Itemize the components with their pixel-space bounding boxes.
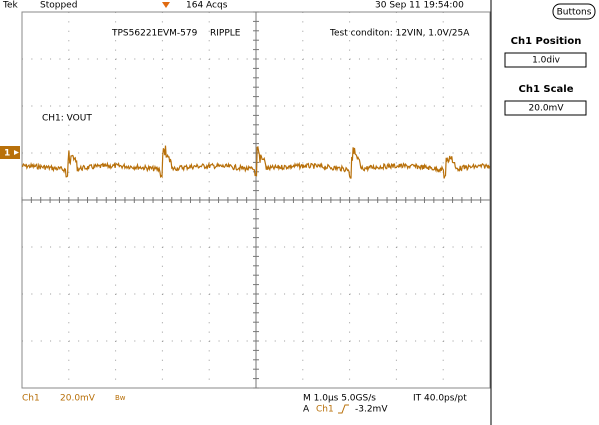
trigger-mode: A xyxy=(303,405,310,415)
timestamp: 30 Sep 11 19:54:00 xyxy=(375,1,464,11)
trigger-level: -3.2mV xyxy=(355,405,388,415)
channel-label: CH1: VOUT xyxy=(42,114,92,124)
footer-channel: Ch1 xyxy=(22,394,40,404)
position-label: Ch1 Position xyxy=(511,36,582,47)
screen-mode: RIPPLE xyxy=(210,29,241,39)
scale-value[interactable]: 20.0mV xyxy=(529,104,565,114)
position-box[interactable] xyxy=(504,52,587,68)
brand: Tek xyxy=(2,1,19,11)
bandwidth-limit: Bw xyxy=(115,394,126,402)
waveform-trace xyxy=(21,145,491,179)
channel-marker xyxy=(0,146,20,159)
trigger-position-marker xyxy=(162,2,170,8)
scale-box[interactable] xyxy=(504,100,587,116)
trigger-slope-icon xyxy=(338,404,349,414)
trigger-source: Ch1 xyxy=(316,405,334,415)
status: Stopped xyxy=(40,1,77,11)
screen-title: TPS56221EVM-579 xyxy=(111,29,198,39)
timebase: M 1.0µs 5.0GS/s xyxy=(303,394,376,404)
acquisitions: 164 Acqs xyxy=(186,1,228,11)
footer-scale: 20.0mV xyxy=(60,394,96,404)
buttons-button-label[interactable]: Buttons xyxy=(557,8,592,18)
record-length: IT 40.0ps/pt xyxy=(413,394,467,404)
scale-label: Ch1 Scale xyxy=(519,84,574,95)
graticule xyxy=(21,11,491,389)
position-value[interactable]: 1.0div xyxy=(532,56,561,66)
channel-marker-arrow xyxy=(14,150,19,155)
buttons-button[interactable] xyxy=(552,3,596,20)
test-conditions: Test conditon: 12VIN, 1.0V/25A xyxy=(329,29,470,39)
channel-marker-label: 1 xyxy=(4,149,10,159)
